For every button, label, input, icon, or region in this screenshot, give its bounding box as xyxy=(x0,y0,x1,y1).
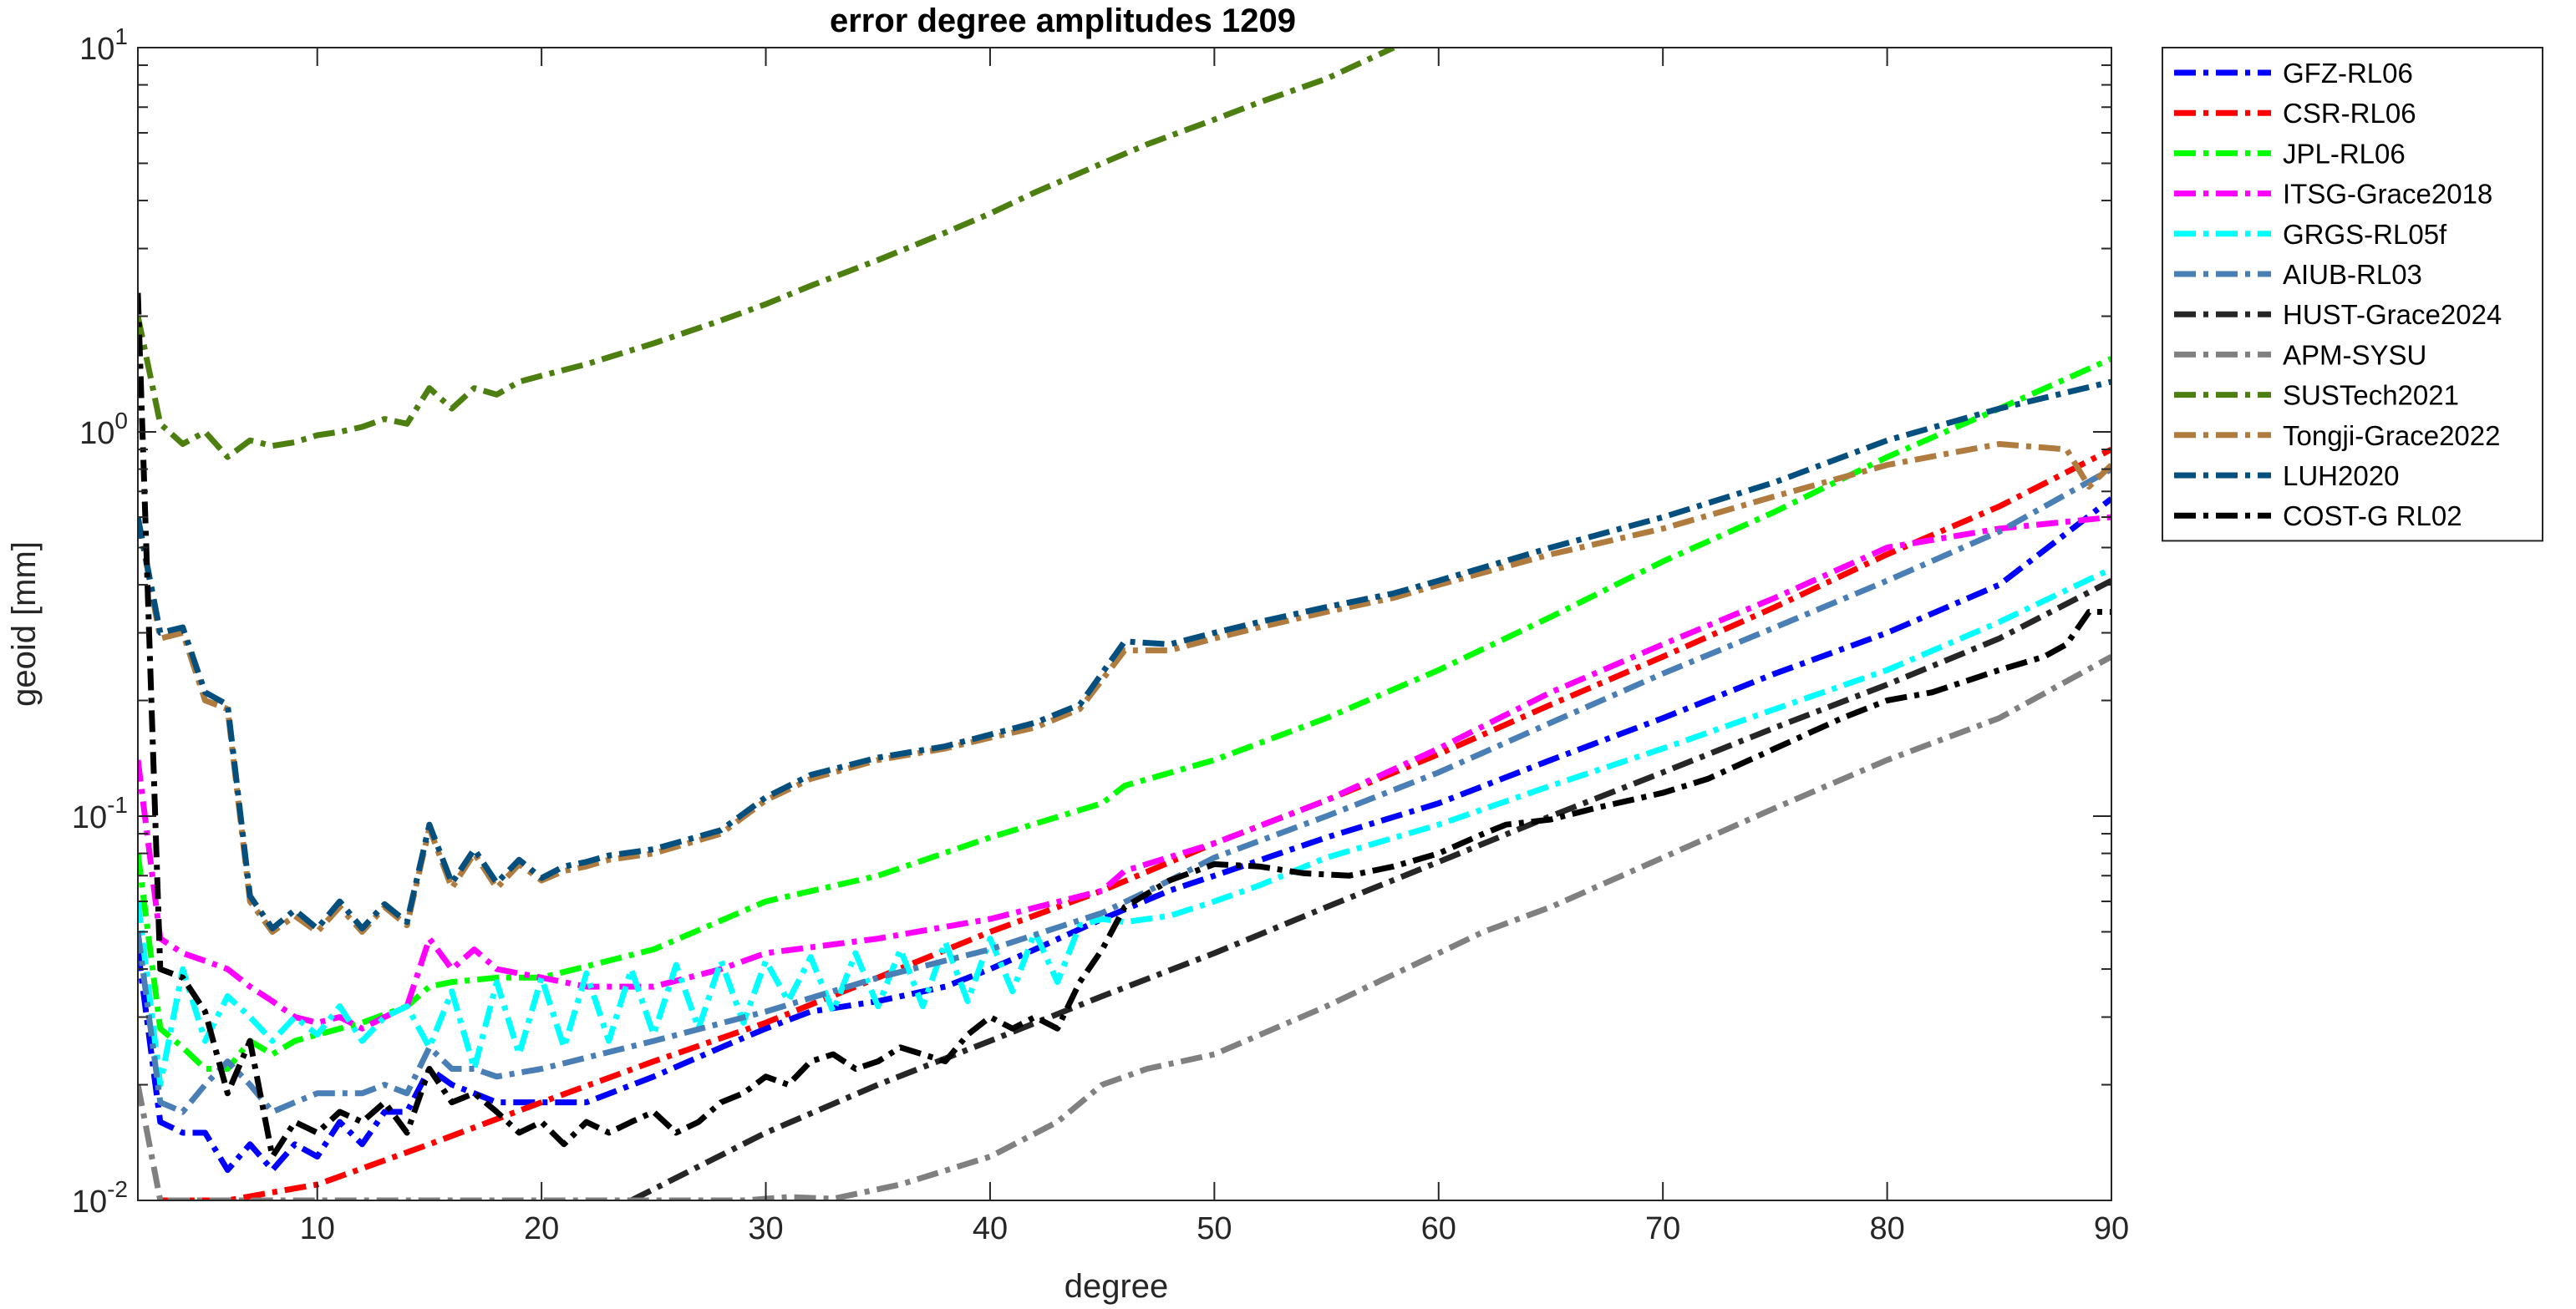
legend-label-12: COST-G RL02 xyxy=(2283,500,2462,531)
x-tick-label: 50 xyxy=(1197,1211,1232,1246)
x-tick-label: 30 xyxy=(748,1211,783,1246)
legend-box xyxy=(2162,47,2543,542)
y-axis-label: geoid [mm] xyxy=(6,541,43,707)
y-tick-label: 10-1 xyxy=(72,792,128,835)
series-line-8 xyxy=(138,654,2111,1200)
series-line-3 xyxy=(138,356,2111,1072)
y-tick-label: 101 xyxy=(79,23,128,67)
series-line-5 xyxy=(138,566,2111,1088)
legend-label-9: SUSTech2021 xyxy=(2283,380,2459,411)
series-line-9 xyxy=(138,48,1395,460)
series-line-7 xyxy=(629,577,2111,1200)
series-line-10 xyxy=(138,441,2111,935)
series-line-11 xyxy=(138,378,2111,931)
legend-label-7: HUST-Grace2024 xyxy=(2283,299,2502,330)
series-layer xyxy=(138,48,2111,1200)
chart-title: error degree amplitudes 1209 xyxy=(830,3,1296,39)
axes-layer: 10 20 30 40 50 60 70 80 90 10-2 10-1 100 101 xyxy=(72,23,2129,1246)
legend-label-11: LUH2020 xyxy=(2283,460,2399,491)
series-line-12 xyxy=(138,292,2111,1160)
series-line-2 xyxy=(160,446,2111,1200)
x-tick-label: 60 xyxy=(1421,1211,1456,1246)
legend: GFZ-RL06 CSR-RL06 JPL-RL06 ITSG-Grace2018 GR… xyxy=(2162,47,2543,542)
legend-label-6: AIUB-RL03 xyxy=(2283,259,2422,290)
legend-label-4: ITSG-Grace2018 xyxy=(2283,179,2492,210)
x-tick-label: 80 xyxy=(1869,1211,1904,1246)
plot-area-background xyxy=(138,48,2111,1200)
legend-label-3: JPL-RL06 xyxy=(2283,138,2406,169)
series-line-6 xyxy=(138,466,2111,1115)
y-tick-label: 100 xyxy=(79,408,128,451)
x-axis-label: degree xyxy=(1064,1268,1169,1305)
x-tick-label: 20 xyxy=(524,1211,559,1246)
legend-label-8: APM-SYSU xyxy=(2283,339,2426,370)
x-tick-label: 90 xyxy=(2094,1211,2129,1246)
axes-box xyxy=(137,47,2112,1201)
legend-label-10: Tongji-Grace2022 xyxy=(2283,420,2501,451)
legend-label-1: GFZ-RL06 xyxy=(2283,58,2413,89)
y-tick-label: 10-2 xyxy=(72,1176,128,1220)
series-line-1 xyxy=(138,496,2111,1174)
legend-label-2: CSR-RL06 xyxy=(2283,98,2416,129)
x-tick-label: 40 xyxy=(973,1211,1008,1246)
x-tick-label: 10 xyxy=(300,1211,335,1246)
legend-label-5: GRGS-RL05f xyxy=(2283,219,2447,250)
x-tick-label: 70 xyxy=(1645,1211,1680,1246)
series-line-4 xyxy=(138,514,2111,1032)
